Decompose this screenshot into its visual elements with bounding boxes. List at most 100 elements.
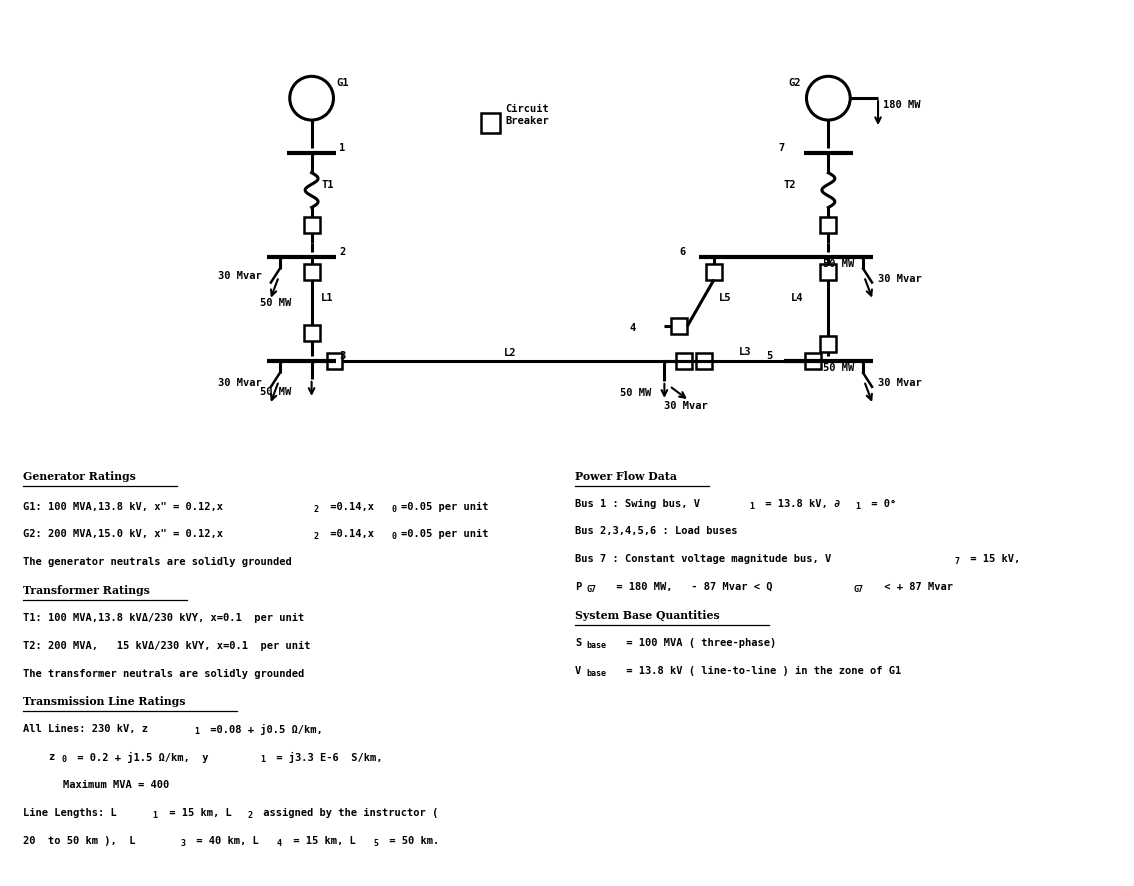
Text: 5: 5 bbox=[767, 351, 773, 361]
Text: 2: 2 bbox=[339, 246, 346, 257]
Bar bbox=[676, 353, 692, 369]
Text: L3: L3 bbox=[739, 347, 752, 357]
Text: 30 Mvar: 30 Mvar bbox=[878, 377, 922, 388]
Text: = 100 MVA ( three-phase): = 100 MVA ( three-phase) bbox=[619, 638, 776, 648]
Text: Bus 2,3,4,5,6 : Load buses: Bus 2,3,4,5,6 : Load buses bbox=[575, 526, 737, 537]
Text: 1: 1 bbox=[194, 727, 200, 736]
Text: =0.05 per unit: =0.05 per unit bbox=[401, 501, 489, 511]
Text: < + 87 Mvar: < + 87 Mvar bbox=[878, 582, 953, 592]
Text: = 15 km, L: = 15 km, L bbox=[162, 808, 231, 818]
Text: S: S bbox=[575, 638, 582, 648]
Text: Bus 1 : Swing bus, V: Bus 1 : Swing bus, V bbox=[575, 499, 700, 509]
Text: 5: 5 bbox=[373, 838, 379, 848]
Text: assigned by the instructor (: assigned by the instructor ( bbox=[257, 808, 438, 818]
Text: 50 MW: 50 MW bbox=[823, 363, 855, 373]
Bar bbox=[671, 318, 687, 334]
Text: 2: 2 bbox=[247, 811, 252, 820]
Text: 0: 0 bbox=[391, 505, 396, 514]
Text: =0.08 + j0.5 Ω/km,: =0.08 + j0.5 Ω/km, bbox=[204, 724, 323, 735]
Text: G7: G7 bbox=[587, 585, 596, 595]
Text: 50 MW: 50 MW bbox=[260, 299, 291, 308]
Text: G2: 200 MVA,15.0 kV, x" = 0.12,x: G2: 200 MVA,15.0 kV, x" = 0.12,x bbox=[24, 530, 223, 540]
Text: 180 MW: 180 MW bbox=[883, 100, 921, 110]
Text: 1: 1 bbox=[748, 501, 754, 510]
Text: 30 Mvar: 30 Mvar bbox=[218, 377, 262, 388]
Text: Transmission Line Ratings: Transmission Line Ratings bbox=[24, 696, 186, 707]
Bar bbox=[805, 353, 821, 369]
Text: =0.14,x: =0.14,x bbox=[323, 501, 373, 511]
Text: 30 Mvar: 30 Mvar bbox=[218, 270, 262, 281]
Text: = 13.8 kV, ∂: = 13.8 kV, ∂ bbox=[759, 499, 840, 509]
Text: = 13.8 kV ( line-to-line ) in the zone of G1: = 13.8 kV ( line-to-line ) in the zone o… bbox=[619, 665, 900, 676]
Text: 3: 3 bbox=[339, 351, 346, 361]
Text: 20  to 50 km ),  L: 20 to 50 km ), L bbox=[24, 835, 136, 845]
Text: Line Lengths: L: Line Lengths: L bbox=[24, 808, 117, 818]
Text: =0.14,x: =0.14,x bbox=[323, 530, 373, 540]
Bar bbox=[696, 353, 712, 369]
Bar bbox=[327, 353, 342, 369]
Text: L1: L1 bbox=[321, 293, 333, 303]
Text: L2: L2 bbox=[503, 348, 516, 358]
Text: = 0°: = 0° bbox=[865, 499, 896, 509]
Text: G1: G1 bbox=[337, 78, 349, 89]
Text: T1: T1 bbox=[322, 180, 335, 190]
Text: Generator Ratings: Generator Ratings bbox=[24, 470, 136, 482]
Text: 7: 7 bbox=[955, 557, 959, 566]
Text: = 40 km, L: = 40 km, L bbox=[191, 835, 260, 845]
Text: Maximum MVA = 400: Maximum MVA = 400 bbox=[64, 780, 169, 790]
Text: P: P bbox=[575, 582, 582, 592]
Text: 1: 1 bbox=[339, 143, 346, 153]
Text: 2: 2 bbox=[314, 505, 319, 514]
Text: V: V bbox=[575, 665, 582, 676]
Text: = 15 kV,: = 15 kV, bbox=[965, 555, 1021, 564]
Text: G7: G7 bbox=[853, 585, 863, 595]
Text: z: z bbox=[49, 752, 54, 762]
Text: 4: 4 bbox=[629, 323, 636, 333]
Bar bbox=[820, 336, 836, 352]
Bar bbox=[304, 217, 320, 233]
Text: =0.05 per unit: =0.05 per unit bbox=[401, 530, 489, 540]
Text: = 50 km.: = 50 km. bbox=[383, 835, 439, 845]
Bar bbox=[820, 217, 836, 233]
Text: Transformer Ratings: Transformer Ratings bbox=[24, 585, 151, 596]
Text: 1: 1 bbox=[153, 811, 158, 820]
Text: 6: 6 bbox=[679, 246, 686, 257]
Bar bbox=[304, 264, 320, 279]
Text: G2: G2 bbox=[788, 78, 801, 89]
Bar bbox=[706, 264, 722, 279]
Text: T1: 100 MVA,13.8 kVΔ/230 kVY, x=0.1  per unit: T1: 100 MVA,13.8 kVΔ/230 kVY, x=0.1 per … bbox=[24, 613, 305, 623]
Text: 0: 0 bbox=[61, 755, 66, 764]
Text: base: base bbox=[587, 641, 607, 649]
Text: = 180 MW,   - 87 Mvar < Q: = 180 MW, - 87 Mvar < Q bbox=[610, 582, 772, 592]
Text: 50 MW: 50 MW bbox=[823, 259, 855, 268]
Text: 1: 1 bbox=[855, 501, 861, 510]
Text: System Base Quantities: System Base Quantities bbox=[575, 610, 720, 621]
Text: 50 MW: 50 MW bbox=[619, 388, 651, 398]
Text: T2: T2 bbox=[784, 180, 796, 190]
Text: 7: 7 bbox=[779, 143, 785, 153]
Text: 50 MW: 50 MW bbox=[260, 387, 291, 397]
Text: Power Flow Data: Power Flow Data bbox=[575, 470, 677, 482]
Text: = 15 km, L: = 15 km, L bbox=[287, 835, 356, 845]
Bar bbox=[820, 264, 836, 279]
Text: L4: L4 bbox=[790, 293, 803, 303]
Text: 0: 0 bbox=[391, 532, 396, 541]
Text: The generator neutrals are solidly grounded: The generator neutrals are solidly groun… bbox=[24, 557, 293, 567]
Text: T2: 200 MVA,   15 kVΔ/230 kVY, x=0.1  per unit: T2: 200 MVA, 15 kVΔ/230 kVY, x=0.1 per u… bbox=[24, 641, 311, 651]
Text: L5: L5 bbox=[719, 293, 731, 303]
Text: 30 Mvar: 30 Mvar bbox=[878, 274, 922, 284]
Text: 4: 4 bbox=[277, 838, 282, 848]
Bar bbox=[304, 325, 320, 341]
Text: Bus 7 : Constant voltage magnitude bus, V: Bus 7 : Constant voltage magnitude bus, … bbox=[575, 555, 831, 564]
Bar bbox=[481, 113, 500, 133]
Text: = 0.2 + j1.5 Ω/km,  y: = 0.2 + j1.5 Ω/km, y bbox=[71, 752, 209, 763]
Text: base: base bbox=[587, 669, 607, 678]
Text: 2: 2 bbox=[314, 532, 319, 541]
Text: 30 Mvar: 30 Mvar bbox=[665, 400, 708, 411]
Text: 3: 3 bbox=[180, 838, 186, 848]
Text: The transformer neutrals are solidly grounded: The transformer neutrals are solidly gro… bbox=[24, 669, 305, 679]
Text: 1: 1 bbox=[260, 755, 265, 764]
Text: All Lines: 230 kV, z: All Lines: 230 kV, z bbox=[24, 724, 149, 734]
Text: Circuit
Breaker: Circuit Breaker bbox=[506, 105, 549, 126]
Text: G1: 100 MVA,13.8 kV, x" = 0.12,x: G1: 100 MVA,13.8 kV, x" = 0.12,x bbox=[24, 501, 223, 511]
